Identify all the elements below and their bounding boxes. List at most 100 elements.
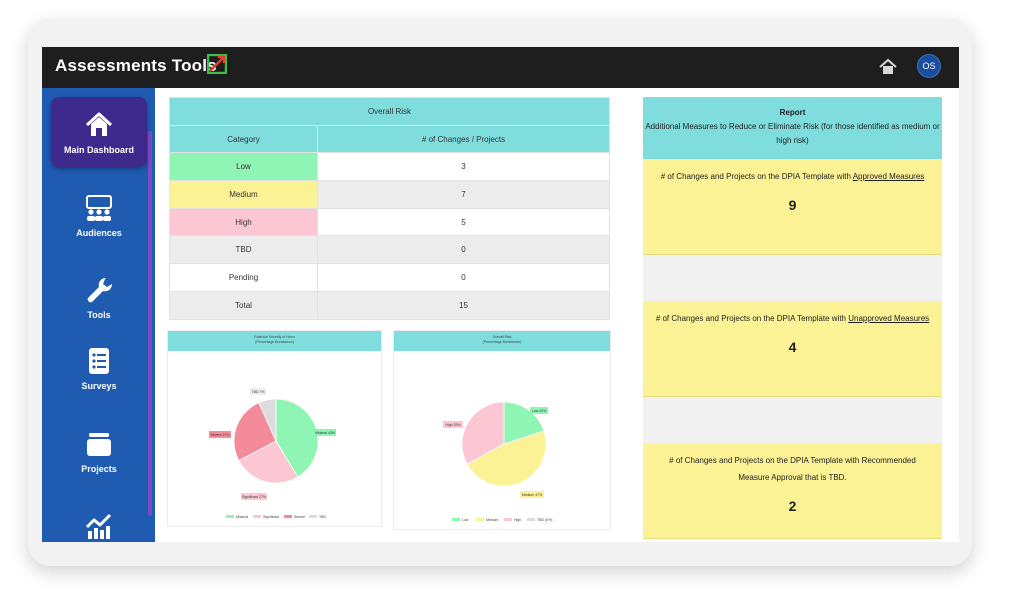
- report-block-value: 4: [788, 339, 797, 355]
- count-cell: 0: [317, 263, 610, 292]
- report-block-value: 2: [788, 498, 797, 514]
- report-spacer: [643, 255, 942, 301]
- trend-chart-icon: [85, 513, 112, 539]
- report-spacer: [643, 397, 942, 443]
- severity-pie-labels: Minimal 43% Significant 27% Severe 27% T…: [209, 388, 336, 500]
- sidebar-item-label: Surveys: [81, 380, 117, 391]
- home-icon: [85, 112, 113, 136]
- sidebar-item-tools[interactable]: Tools: [51, 262, 147, 332]
- severity-pie-chart: Minimal 43% Significant 27% Severe 27% T…: [209, 388, 336, 519]
- report-block-text-underlined: Approved Measures: [852, 172, 925, 181]
- pie-slice-high: [461, 401, 505, 465]
- overall-risk-pie-chart: Low 20% Medium 47% High 33% Low Medium H…: [443, 401, 552, 522]
- pie-slice-tbd: [258, 398, 277, 442]
- sidebar-item-main-dashboard[interactable]: Main Dashboard: [51, 97, 147, 167]
- app-window: Assessments Tools OS Main Dashboard: [42, 47, 959, 542]
- checklist-icon: [89, 347, 109, 374]
- slice-label-severe: Severe 27%: [210, 433, 229, 437]
- table-title: Overall Risk: [169, 97, 610, 126]
- severity-pie-header: Potential Severity of Harm (Percentage B…: [168, 331, 381, 351]
- report-block-value: 9: [788, 197, 797, 213]
- report-title: Report: [779, 108, 806, 117]
- legend-high: High: [514, 518, 521, 522]
- sidebar-item-projects[interactable]: Projects: [51, 416, 147, 486]
- table-row: Low 3: [169, 152, 610, 182]
- category-cell: TBD: [169, 235, 318, 265]
- home-icon[interactable]: [878, 57, 898, 77]
- slice-label-high: High 33%: [445, 423, 460, 427]
- severity-pie-subtitle: (Percentage Breakdown): [255, 340, 294, 344]
- column-header-count: # of Changes / Projects: [317, 124, 610, 154]
- user-avatar[interactable]: OS: [917, 54, 941, 78]
- report-block-text-main: # of Changes and Projects on the DPIA Te…: [660, 172, 853, 181]
- severity-pie-title: Potential Severity of Harm: [254, 335, 295, 339]
- table-row: Total 15: [169, 290, 610, 320]
- pie-slice-low: [503, 401, 545, 445]
- top-bar: Assessments Tools OS: [42, 47, 959, 88]
- wrench-icon: [87, 277, 113, 302]
- report-block-unapproved: # of Changes and Projects on the DPIA Te…: [643, 301, 942, 397]
- sidebar-item-label: Projects: [81, 463, 117, 474]
- slice-label-low: Low 20%: [532, 409, 546, 413]
- sidebar-item-surveys[interactable]: Surveys: [51, 333, 147, 403]
- report-block-text-main: # of Changes and Projects on the DPIA Te…: [669, 456, 916, 482]
- count-cell: 3: [317, 152, 610, 182]
- legend-medium: Medium: [486, 518, 499, 522]
- report-block-text-underlined: Unapproved Measures: [848, 314, 930, 323]
- legend-tbd: TBD: [319, 515, 326, 519]
- report-panel: Report Additional Measures to Reduce or …: [643, 97, 942, 539]
- sidebar: Main Dashboard Audiences Tools Surv: [42, 88, 155, 542]
- pie-slice-severe: [233, 402, 277, 462]
- count-cell: 7: [317, 180, 610, 209]
- overall-risk-pie-legend: Low Medium High TBD (0%): [452, 518, 552, 522]
- audience-icon: [86, 194, 112, 221]
- sidebar-item-label: Main Dashboard: [63, 144, 134, 155]
- report-block-approved: # of Changes and Projects on the DPIA Te…: [643, 159, 942, 255]
- severity-pie-legend: Minimal Significant Severe TBD: [226, 515, 326, 519]
- brand-logo-icon: [207, 54, 227, 74]
- overall-risk-pie-card: Overall Risk (Percentage Breakdown) Low …: [393, 330, 611, 530]
- pie-slice-significant: [238, 440, 299, 484]
- count-cell: 15: [317, 290, 610, 320]
- category-cell: Medium: [169, 180, 318, 209]
- slice-label-minimal: Minimal 43%: [315, 431, 335, 435]
- report-subtitle: Additional Measures to Reduce or Elimina…: [645, 122, 940, 145]
- category-cell: Pending: [169, 263, 318, 292]
- report-header: Report Additional Measures to Reduce or …: [643, 97, 942, 159]
- sidebar-item-analytics[interactable]: [51, 493, 147, 542]
- sidebar-item-audiences[interactable]: Audiences: [51, 180, 147, 250]
- overall-risk-pie-header: Overall Risk (Percentage Breakdown): [394, 331, 610, 351]
- overall-risk-pie-subtitle: (Percentage Breakdown): [482, 340, 522, 344]
- slice-label-medium: Medium 47%: [522, 493, 542, 497]
- table-row: High 5: [169, 207, 610, 237]
- sidebar-item-label: Tools: [87, 309, 111, 320]
- pie-slice-medium: [466, 430, 547, 487]
- legend-significant: Significant: [263, 515, 279, 519]
- folder-icon: [87, 432, 111, 456]
- sidebar-scrollbar[interactable]: [148, 131, 152, 516]
- report-block-text: # of Changes and Projects on the DPIA Te…: [643, 443, 942, 486]
- sidebar-item-label: Audiences: [76, 227, 122, 238]
- report-block-text: # of Changes and Projects on the DPIA Te…: [643, 301, 942, 327]
- legend-severe: Severe: [294, 515, 305, 519]
- category-cell: Low: [169, 152, 318, 182]
- category-cell: Total: [169, 290, 318, 320]
- overall-risk-pie-labels: Low 20% Medium 47% High 33%: [443, 407, 548, 498]
- overall-risk-pie-title: Overall Risk: [492, 335, 512, 339]
- legend-minimal: Minimal: [236, 515, 248, 519]
- count-cell: 0: [317, 235, 610, 265]
- count-cell: 5: [317, 207, 610, 237]
- table-row: Pending 0: [169, 263, 610, 292]
- table-row: TBD 0: [169, 235, 610, 265]
- app-title: Assessments Tools: [55, 56, 217, 75]
- report-block-text-main: # of Changes and Projects on the DPIA Te…: [655, 314, 849, 323]
- report-block-text: # of Changes and Projects on the DPIA Te…: [643, 159, 942, 185]
- severity-pie-card: Potential Severity of Harm (Percentage B…: [167, 330, 382, 527]
- slice-label-tbd: TBD 7%: [251, 390, 264, 394]
- legend-tbd: TBD (0%): [537, 518, 552, 522]
- table-row: Medium 7: [169, 180, 610, 209]
- category-cell: High: [169, 207, 318, 237]
- overall-risk-table: Overall Risk Category # of Changes / Pro…: [169, 97, 610, 320]
- main-content: Overall Risk Category # of Changes / Pro…: [155, 88, 959, 542]
- slice-label-significant: Significant 27%: [242, 495, 266, 499]
